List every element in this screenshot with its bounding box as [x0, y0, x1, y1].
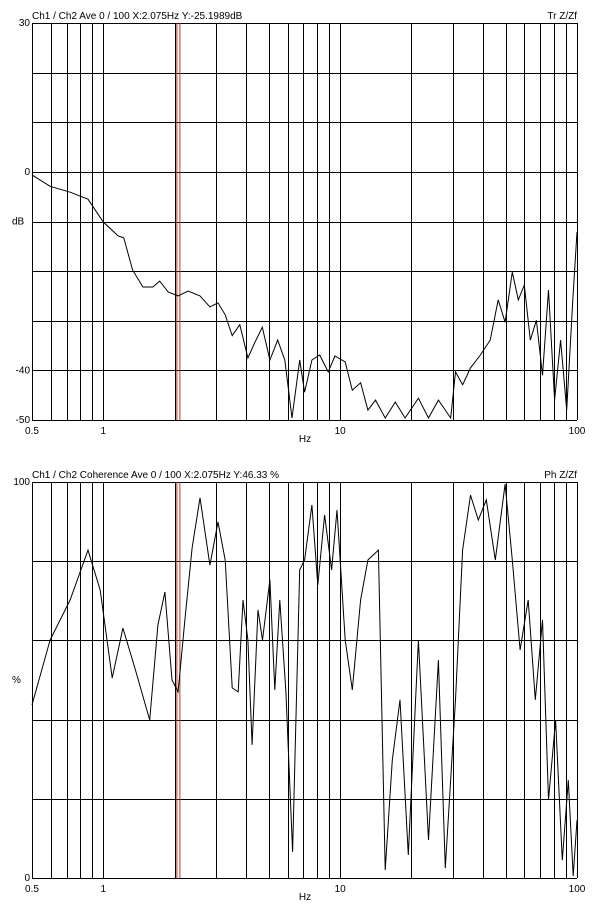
trace	[31, 174, 578, 420]
x-tick-label: 10	[335, 884, 347, 895]
chart-subtitle: Tr Z/Zf	[547, 11, 577, 22]
x-axis-label: Hz	[299, 434, 311, 445]
chart-title: Ch1 / Ch2 Coherence Ave 0 / 100 X:2.075H…	[32, 470, 279, 481]
x-tick-label: 0.5	[25, 426, 39, 437]
y-axis-label: dB	[12, 217, 25, 228]
x-tick-label: 1	[101, 884, 107, 895]
y-tick-label: 30	[19, 18, 31, 29]
y-tick-label: 0	[24, 873, 30, 884]
x-tick-label: 1	[101, 426, 107, 437]
y-tick-label: 100	[13, 477, 30, 488]
chart-title: Ch1 / Ch2 Ave 0 / 100 X:2.075Hz Y:-25.19…	[32, 11, 243, 22]
y-tick-label: 0	[24, 167, 30, 178]
y-tick-label: -50	[16, 415, 31, 426]
x-tick-label: 100	[569, 426, 586, 437]
y-tick-label: -40	[16, 365, 31, 376]
x-tick-label: 100	[569, 884, 586, 895]
trace	[31, 483, 578, 877]
x-tick-label: 0.5	[25, 884, 39, 895]
x-tick-label: 10	[335, 426, 347, 437]
x-axis-label: Hz	[299, 892, 311, 903]
y-axis-label: %	[12, 675, 21, 686]
chart-subtitle: Ph Z/Zf	[544, 470, 577, 481]
